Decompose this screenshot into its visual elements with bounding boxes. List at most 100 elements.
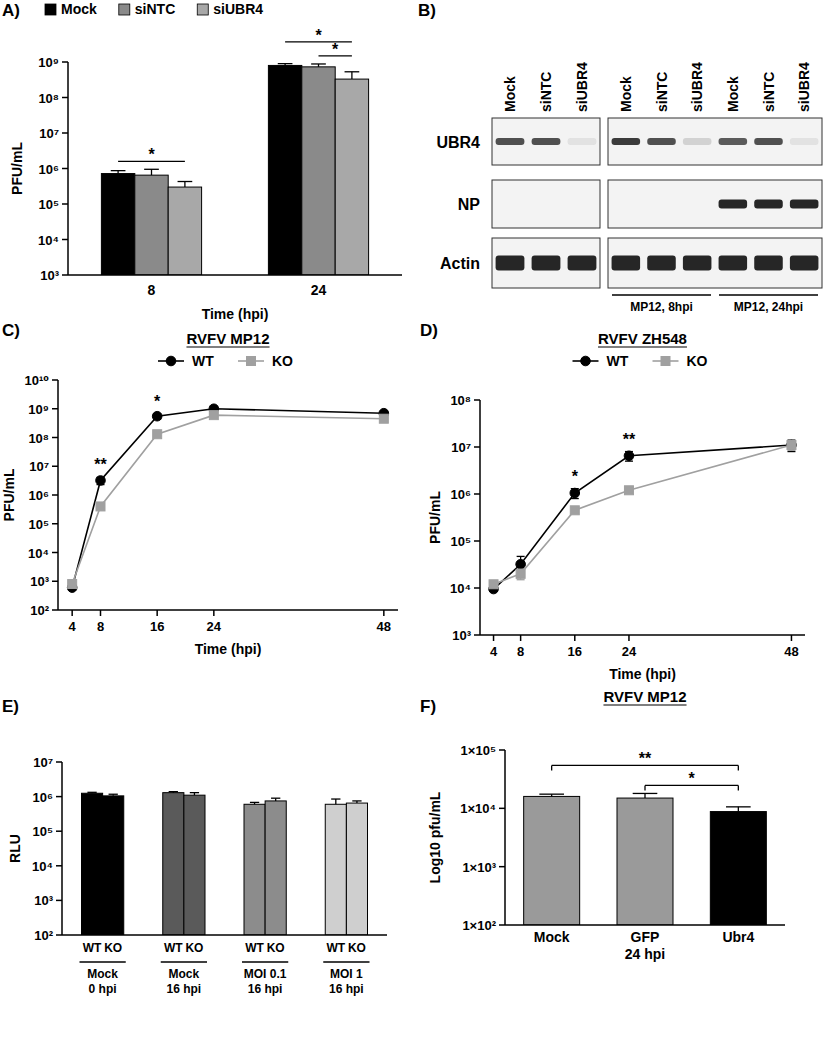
group-line <box>242 961 288 962</box>
x-tick-label: 16 <box>568 644 582 659</box>
y-tick <box>56 796 62 798</box>
band <box>496 138 525 145</box>
y-tick-label: 10⁵ <box>28 517 49 532</box>
y-tick-label: 10⁸ <box>38 91 59 106</box>
error-cap <box>331 798 340 799</box>
bar <box>617 798 673 925</box>
x-label: Time (hpi) <box>202 306 269 322</box>
error-bar <box>738 807 739 812</box>
figure: A)B)C)D)E)F)824MocksiNTCsiUBR410³10⁴10⁵1… <box>0 0 828 1050</box>
legend-swatch <box>119 4 130 15</box>
y-tick-label: 10⁸ <box>450 393 471 408</box>
band <box>754 138 783 145</box>
title: RVFV MP12 <box>603 688 686 705</box>
bar <box>168 187 201 275</box>
band <box>532 200 561 209</box>
y-label: PFU/mL <box>1 468 17 521</box>
title: RVFV MP12 <box>186 330 269 347</box>
y-tick <box>52 581 58 583</box>
error-cap <box>787 451 795 452</box>
row-label: NP <box>458 196 481 213</box>
row-label: UBR4 <box>436 134 480 151</box>
error-cap <box>633 793 658 794</box>
error-cap <box>271 798 280 799</box>
x-tick <box>791 635 793 641</box>
x-axis <box>480 634 805 636</box>
legend-label: KO <box>272 353 293 369</box>
y-tick-label: 10⁷ <box>451 440 471 455</box>
y-tick-label: 10⁷ <box>29 459 49 474</box>
series <box>489 440 797 594</box>
y-tick <box>52 437 58 439</box>
x-tick-label: 8 <box>517 644 524 659</box>
x-tick-label: GFP <box>631 929 660 945</box>
x-axis <box>68 274 402 276</box>
legend-swatch <box>197 4 208 15</box>
y-tick <box>499 866 505 868</box>
sig-leg <box>738 765 739 770</box>
band <box>612 200 641 209</box>
y-label: Log10 pfu/mL <box>427 791 443 883</box>
y-tick-label: 10⁴ <box>450 581 471 596</box>
series-line <box>494 445 792 589</box>
bar <box>346 803 367 935</box>
band <box>647 256 676 271</box>
sig-label: * <box>315 27 322 44</box>
point <box>209 411 218 420</box>
legend-label: Mock <box>61 1 97 17</box>
bar <box>163 793 184 935</box>
y-tick <box>474 446 480 448</box>
x-tick-label: 16 <box>150 619 164 634</box>
point <box>570 506 579 515</box>
band <box>612 256 641 271</box>
y-tick <box>56 934 62 936</box>
x-axis <box>58 609 398 611</box>
legend-label: siUBR4 <box>213 1 263 17</box>
y-tick <box>474 540 480 542</box>
x-tick-label: KO <box>267 941 285 955</box>
band <box>568 138 597 145</box>
title: RVFV ZH548 <box>598 330 687 347</box>
band <box>647 200 676 209</box>
error-cap <box>169 791 178 792</box>
y-tick-label: 10⁴ <box>32 859 53 874</box>
sig-label: * <box>689 770 696 787</box>
x-tick-label: 4 <box>490 644 498 659</box>
y-tick-label: 10⁶ <box>451 487 471 502</box>
error-bar <box>184 182 185 188</box>
band <box>790 200 819 209</box>
series <box>67 404 388 592</box>
y-tick-label: 10⁹ <box>28 402 49 417</box>
band <box>683 138 712 145</box>
error-bar <box>151 169 152 175</box>
bar <box>265 801 286 935</box>
bar <box>82 793 103 935</box>
y-tick <box>62 274 68 276</box>
y-tick <box>474 587 480 589</box>
sig-leg <box>738 785 739 790</box>
annotation: * <box>572 468 579 485</box>
band <box>496 256 525 271</box>
sig-leg <box>644 785 645 790</box>
condition-label: MP12, 24hpi <box>734 300 803 314</box>
y-tick-label: 10⁴ <box>38 233 59 248</box>
band <box>790 138 819 145</box>
y-tick-label: 10⁷ <box>33 755 53 770</box>
series-line <box>72 415 384 584</box>
y-tick <box>56 900 62 902</box>
y-tick <box>52 379 58 381</box>
point <box>624 451 634 461</box>
x-tick <box>383 610 385 616</box>
group-label: Mock <box>169 967 200 981</box>
y-tick <box>474 634 480 636</box>
point <box>68 580 77 589</box>
x-tick <box>156 610 158 616</box>
x-tick-label: KO <box>104 941 122 955</box>
group-label: MOI 0.1 <box>244 967 287 981</box>
y-tick-label: 1×10⁴ <box>460 801 496 816</box>
bar <box>244 804 265 935</box>
y-tick-label: 1×10² <box>462 918 496 933</box>
sig-label: ** <box>639 750 652 767</box>
y-tick-label: 10⁵ <box>32 824 53 839</box>
point <box>516 569 525 578</box>
